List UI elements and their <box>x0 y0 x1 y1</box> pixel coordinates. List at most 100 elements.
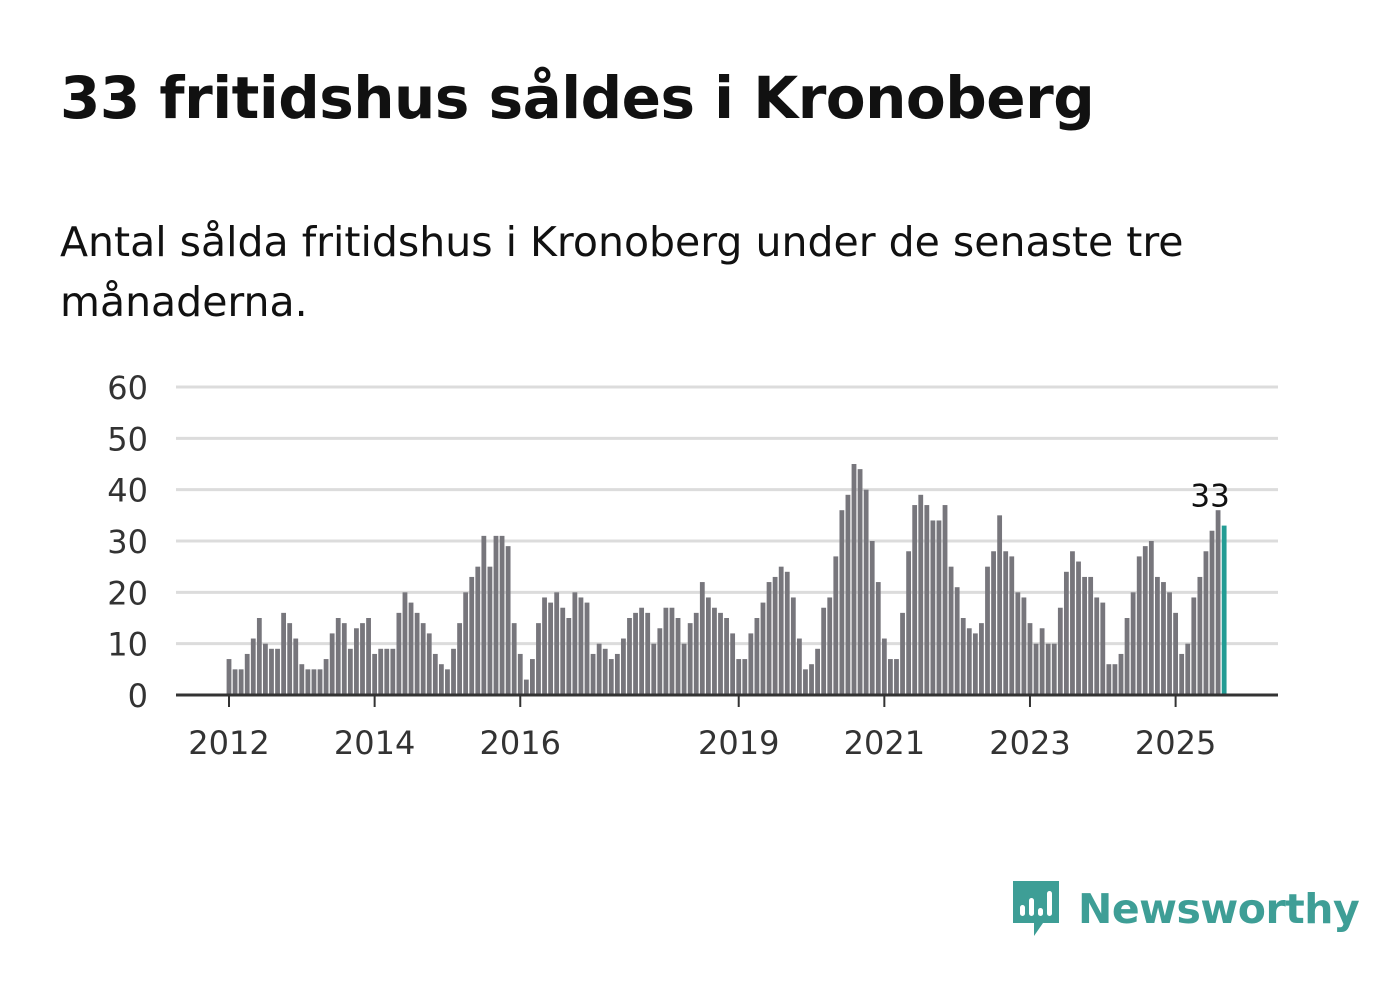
bar <box>972 633 978 695</box>
bar <box>275 648 280 695</box>
y-tick-label: 10 <box>107 626 148 664</box>
bar <box>742 659 748 695</box>
bar <box>827 597 833 695</box>
bar <box>1033 643 1039 695</box>
bar <box>293 638 299 695</box>
data-label-latest: 33 <box>1190 479 1229 515</box>
bar <box>511 623 517 695</box>
bar <box>784 571 790 695</box>
bar <box>323 659 329 695</box>
bar <box>451 648 456 695</box>
bar <box>566 618 572 695</box>
bar <box>633 612 638 695</box>
bar <box>1009 556 1015 695</box>
bar <box>924 505 930 695</box>
bar <box>997 515 1003 695</box>
bar <box>869 541 875 695</box>
bar <box>232 669 238 695</box>
bar <box>851 464 857 695</box>
bar <box>1106 664 1112 695</box>
bar <box>796 638 802 695</box>
bar <box>675 618 681 695</box>
bar <box>894 659 899 695</box>
bar <box>457 623 462 695</box>
bar <box>432 653 438 695</box>
bar <box>948 566 954 695</box>
bar <box>1003 551 1009 695</box>
chart-title: 33 fritidshus såldes i Kronoberg <box>60 64 1095 132</box>
bar <box>372 653 378 695</box>
chart-subtitle: Antal sålda fritidshus i Kronoberg under… <box>60 218 1184 326</box>
bar <box>1167 592 1172 695</box>
bar <box>263 643 268 695</box>
bar <box>705 597 711 695</box>
bar <box>426 633 432 695</box>
bar <box>1185 643 1191 695</box>
bar <box>584 602 590 695</box>
bar <box>354 628 359 695</box>
bar <box>809 664 814 695</box>
bar <box>888 659 893 695</box>
bar <box>1039 628 1045 695</box>
bar <box>772 576 778 695</box>
bar <box>1021 597 1027 695</box>
bar <box>627 618 632 695</box>
bar <box>390 648 396 695</box>
bar <box>1142 546 1148 695</box>
x-tick-label: 2016 <box>480 724 561 762</box>
bar <box>1197 576 1203 695</box>
bar <box>226 659 232 695</box>
y-tick-label: 40 <box>107 472 148 510</box>
bar <box>475 566 481 695</box>
bar <box>420 623 426 695</box>
bar <box>281 612 287 695</box>
bar <box>299 664 305 695</box>
x-tick-label: 2021 <box>844 724 925 762</box>
bar <box>1173 612 1179 695</box>
bar <box>657 628 663 695</box>
bar <box>287 623 293 695</box>
bar <box>608 659 614 695</box>
bar <box>378 648 384 695</box>
bar <box>408 602 414 695</box>
bar <box>469 576 475 695</box>
bar <box>256 618 262 695</box>
bar <box>1136 556 1142 695</box>
bar <box>966 628 972 695</box>
bar <box>1215 510 1221 695</box>
bar <box>815 648 820 695</box>
bar <box>341 623 347 695</box>
bar <box>238 669 244 695</box>
bar <box>1082 576 1087 695</box>
bar <box>360 623 365 695</box>
bar <box>384 648 390 695</box>
bar <box>554 592 560 695</box>
bar <box>329 633 335 695</box>
bar <box>942 505 948 695</box>
bar-chart: 0 10 20 30 40 50 60 2012 2014 2016 2019 2021 2023 202… <box>107 369 1278 762</box>
bar <box>1148 541 1154 695</box>
bar <box>1094 597 1100 695</box>
bar <box>1118 653 1124 695</box>
bar <box>530 659 535 695</box>
bar <box>542 597 547 695</box>
bar <box>857 469 863 695</box>
bar <box>936 520 942 695</box>
bar <box>572 592 578 695</box>
bar <box>954 587 960 695</box>
x-tick-label: 2025 <box>1135 724 1216 762</box>
bar <box>523 679 529 695</box>
bar <box>718 612 723 695</box>
bar <box>481 535 487 695</box>
bar <box>445 669 450 695</box>
bar <box>639 607 645 695</box>
bar <box>1070 551 1075 695</box>
brand-name: Newsworthy <box>1078 885 1360 933</box>
bar <box>754 618 760 695</box>
bar <box>536 623 541 695</box>
bar <box>396 612 402 695</box>
bar <box>614 653 620 695</box>
bar <box>414 612 420 695</box>
bar <box>244 653 250 695</box>
bar <box>305 669 311 695</box>
